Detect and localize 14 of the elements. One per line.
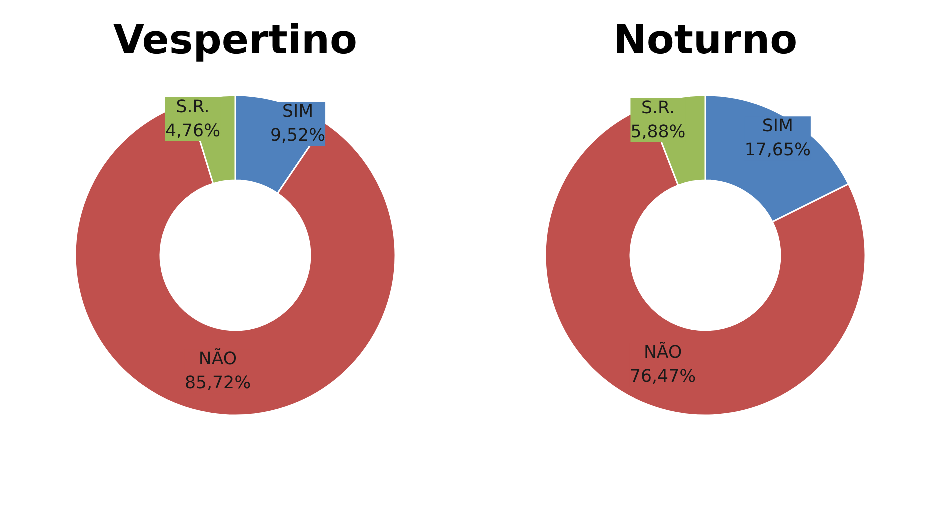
data-label: 17,65% — [744, 140, 811, 161]
data-label: 9,52% — [270, 126, 326, 146]
slice-label: NÃO — [198, 348, 238, 370]
slice-label: NÃO — [644, 342, 682, 364]
chart-title: Noturno — [613, 18, 798, 64]
slice-label: S.R. — [642, 98, 675, 118]
data-label: 4,76% — [165, 122, 221, 142]
slice-label: SIM — [282, 102, 314, 122]
data-label: 76,47% — [630, 367, 696, 388]
data-label: 5,88% — [630, 122, 686, 142]
slice-label: SIM — [762, 116, 794, 137]
slice-label: S.R. — [176, 98, 210, 118]
chart-title: Vespertino — [114, 18, 358, 64]
data-label: 85,72% — [184, 374, 252, 394]
